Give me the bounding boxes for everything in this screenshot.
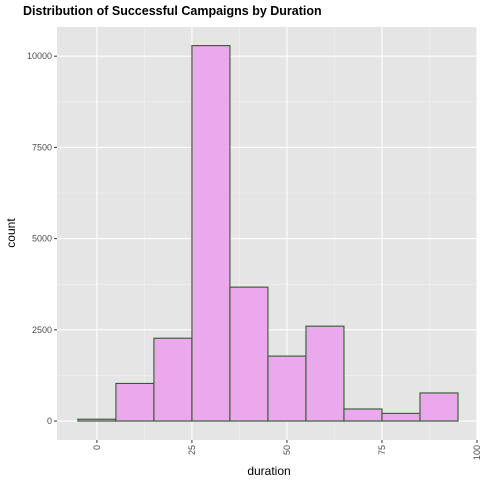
histogram-bar <box>419 392 459 422</box>
x-tick-label: 75 <box>377 445 387 455</box>
histogram-bar <box>191 45 231 422</box>
histogram-bar <box>115 382 155 422</box>
y-tick-label: 10000 <box>27 51 52 61</box>
histogram-bar <box>153 337 193 422</box>
histogram-bar <box>229 286 269 422</box>
histogram-bar <box>267 355 307 422</box>
y-axis-title: count <box>4 218 18 248</box>
histogram-bar <box>381 412 421 422</box>
x-axis-title: duration <box>247 464 290 478</box>
x-tick-label: 100 <box>472 445 480 460</box>
x-tick-label: 50 <box>282 445 292 455</box>
histogram-bar <box>77 418 117 422</box>
histogram-bar <box>305 325 345 422</box>
bars-layer <box>77 45 459 422</box>
y-tick-label: 5000 <box>32 234 52 244</box>
chart-title: Distribution of Successful Campaigns by … <box>23 4 322 18</box>
y-axis: 0 2500 5000 7500 10000 <box>27 51 57 426</box>
y-tick-label: 0 <box>47 416 52 426</box>
x-tick-label: 25 <box>187 445 197 455</box>
histogram-bar <box>343 408 383 422</box>
x-tick-label: 0 <box>92 445 102 450</box>
y-tick-label: 2500 <box>32 325 52 335</box>
y-tick-label: 7500 <box>32 142 52 152</box>
x-axis: 0 25 50 75 100 <box>92 440 480 460</box>
